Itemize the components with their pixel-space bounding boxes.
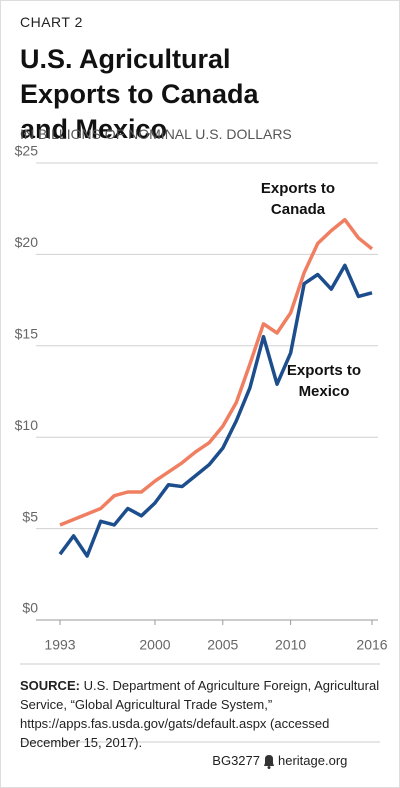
plot: $0 $5 $10 $15 $20 $25 1993 2000 2005 2010 2016 xyxy=(15,143,388,653)
source-text: U.S. Department of Agriculture Foreign, … xyxy=(20,678,380,750)
eyebrow: CHART 2 xyxy=(20,14,83,30)
y-tick-label: $10 xyxy=(15,417,39,433)
y-tick-label: $20 xyxy=(15,234,39,250)
source: SOURCE: U.S. Department of Agriculture F… xyxy=(20,676,382,752)
site: heritage.org xyxy=(278,753,348,768)
subtitle: IN BILLIONS OF NOMINAL U.S. DOLLARS xyxy=(20,126,292,142)
source-label: SOURCE: xyxy=(20,678,80,693)
x-tick-label: 2010 xyxy=(275,637,306,653)
y-tick-label: $5 xyxy=(22,508,38,524)
bell-icon xyxy=(264,755,274,769)
y-tick-label: $15 xyxy=(15,326,39,342)
x-tick-label: 1993 xyxy=(44,637,75,653)
chart-title: U.S. Agricultural Exports to Canada and … xyxy=(20,44,259,144)
series-line xyxy=(58,263,373,558)
series-line xyxy=(59,217,374,527)
x-tick-label: 2016 xyxy=(356,637,387,653)
series-label: Exports to Canada xyxy=(260,180,336,218)
y-tick-label: $25 xyxy=(15,143,39,159)
report-id: BG3277 xyxy=(212,753,260,768)
y-tick-label: $0 xyxy=(22,600,38,616)
x-tick-label: 2000 xyxy=(139,637,170,653)
series-label: Exports to Mexico xyxy=(286,362,362,400)
x-tick-label: 2005 xyxy=(207,637,238,653)
